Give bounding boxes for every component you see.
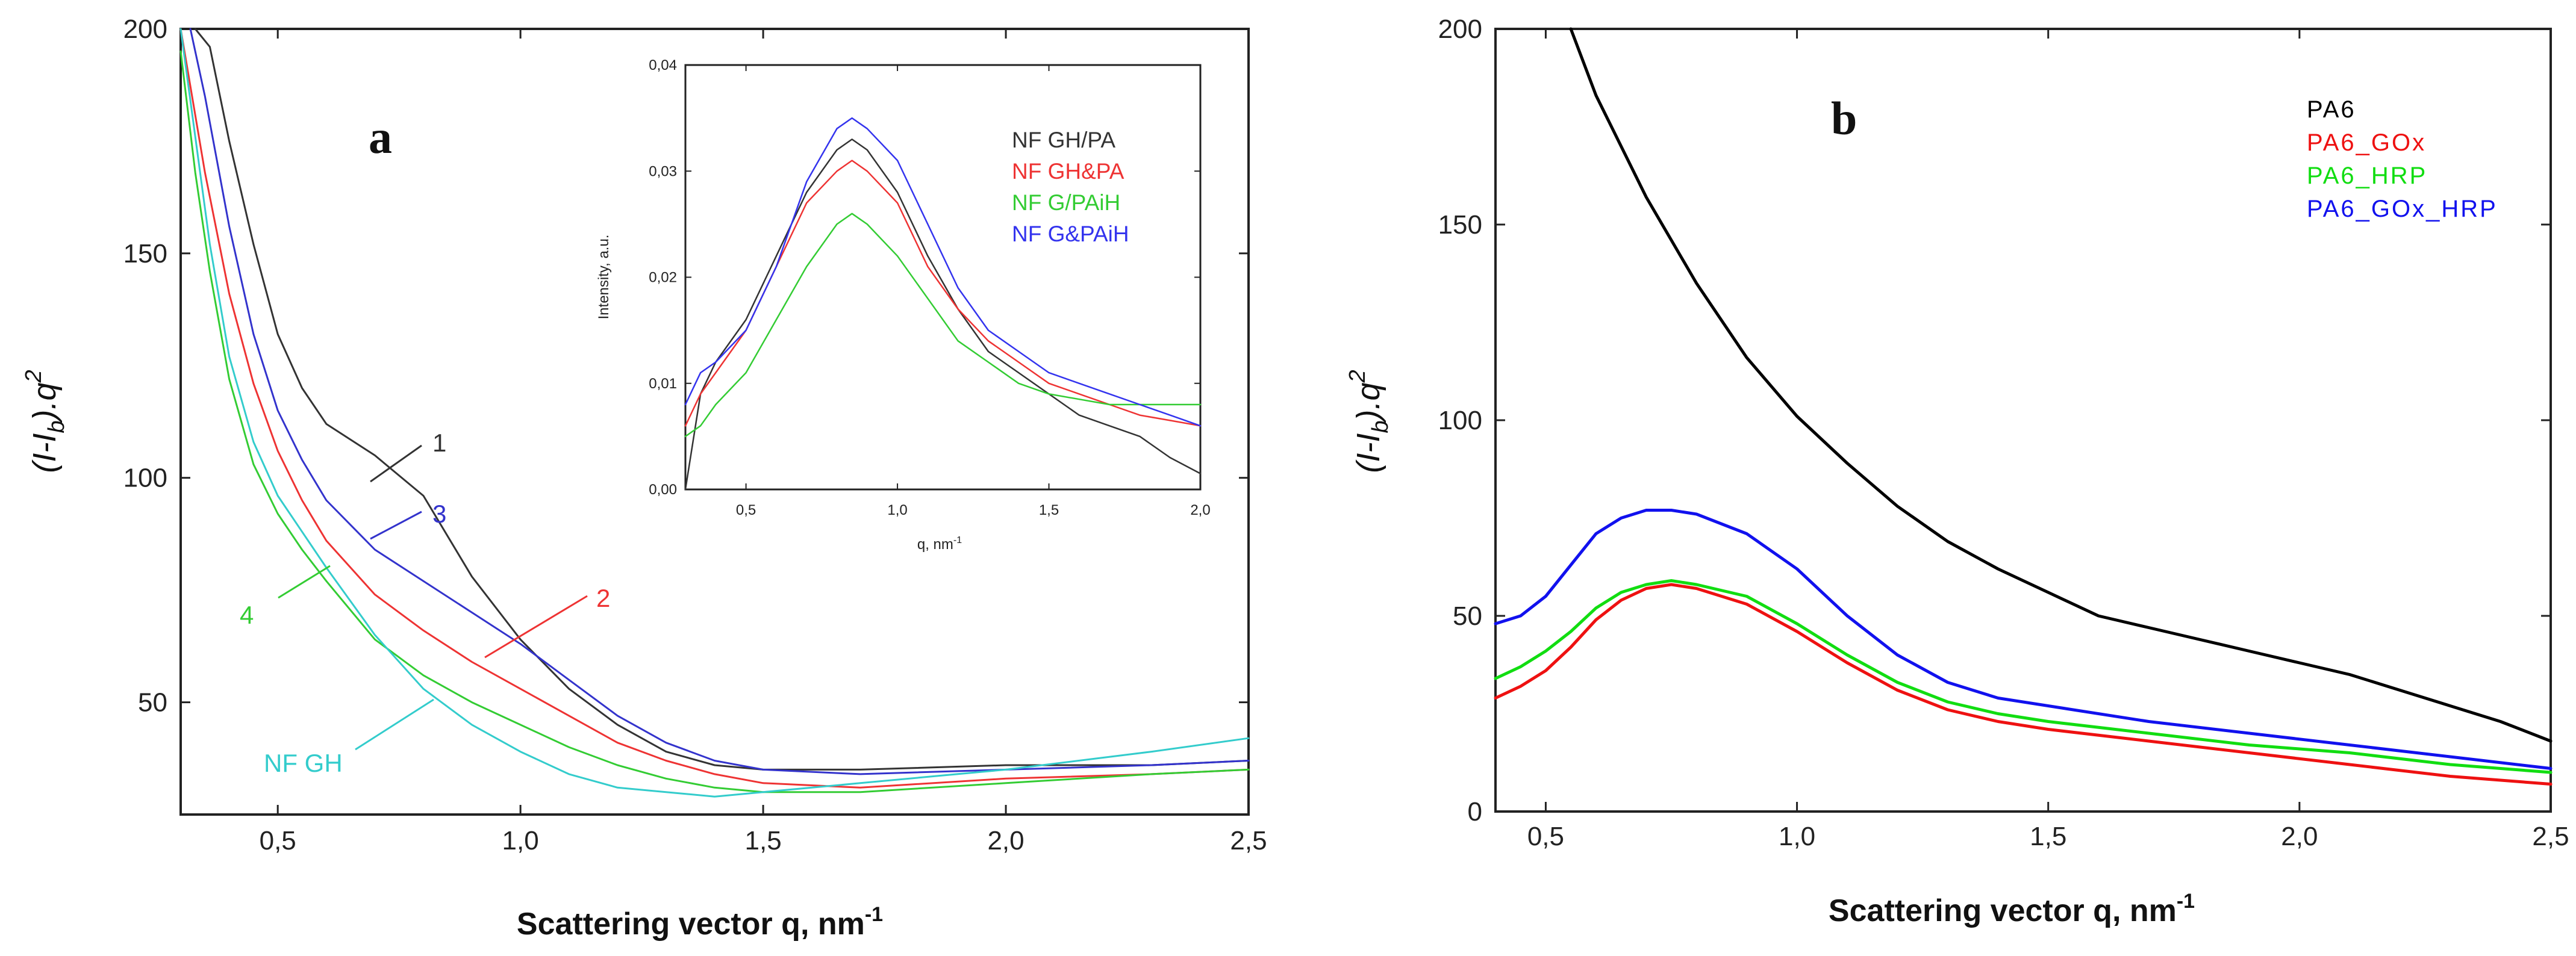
panel-a-series-nf-gh <box>179 28 1250 798</box>
panel-b-legend: PA6 PA6_GOx PA6_HRP PA6_GOx_HRP <box>2307 96 2498 222</box>
panel-b-x-tick-label-3: 2,0 <box>2281 822 2318 851</box>
inset-series-nf-g-paih <box>684 117 1202 427</box>
inset-x-tick-label-3: 2,0 <box>1190 502 1210 518</box>
panel-b-y-tick-label-2: 100 <box>1438 406 1482 435</box>
curve-nfgh-pointer <box>355 698 434 751</box>
panel-a-y-axis-label: (I-Ib).q2 <box>21 370 69 473</box>
panel-b-y-axis-label: (I-Ib).q2 <box>1345 370 1393 473</box>
curve-3-pointer <box>370 511 422 540</box>
panel-a-series-2 <box>179 28 1250 789</box>
panel-b-legend-entry-pa6-gox: PA6_GOx <box>2307 129 2426 156</box>
inset-legend-entry-nf-g-paih: NF G/PAiH <box>1012 190 1120 215</box>
curve-label-2: 2 <box>596 584 610 612</box>
panel-b-y-tick-label-3: 150 <box>1438 210 1482 240</box>
panel-a-letter: a <box>369 111 392 163</box>
inset-legend-entry-nf-gh-pa: NF GH&PA <box>1012 159 1124 184</box>
panel-b-letter: b <box>1831 92 1857 144</box>
panel-a-y-tick-label-1: 100 <box>123 464 167 493</box>
inset-series-nf-gh-pa <box>684 138 1202 491</box>
curve-1-pointer <box>370 444 422 483</box>
inset-x-ticks: 0,5 1,0 1,5 2,0 <box>736 65 1211 518</box>
panel-b-y-tick-label-1: 50 <box>1453 601 1482 631</box>
panel-b: 0,5 1,0 1,5 2,0 2,5 0 50 100 150 200 b PA6 PA6_GO… <box>1345 14 2569 928</box>
inset-y-ticks: 0,00 0,01 0,02 0,03 0,04 <box>649 57 1200 498</box>
panel-b-legend-entry-pa6: PA6 <box>2307 96 2356 123</box>
panel-b-x-tick-label-0: 0,5 <box>1527 822 1564 851</box>
panel-a-inset: 0,5 1,0 1,5 2,0 0,00 0,01 0,02 0,03 0,04 q, nm-… <box>596 57 1211 553</box>
inset-background <box>681 60 1202 494</box>
inset-x-tick-label-2: 1,5 <box>1039 502 1059 518</box>
panel-a-series-4 <box>179 50 1250 793</box>
panel-b-x-tick-label-4: 2,5 <box>2532 822 2569 851</box>
panel-a-y-ticks: 50 100 150 200 <box>123 14 1249 718</box>
panel-a-series-1 <box>194 28 1250 771</box>
inset-x-axis-label: q, nm-1 <box>917 535 962 553</box>
inset-series-nf-g-paih <box>684 213 1202 438</box>
inset-x-tick-label-0: 0,5 <box>736 502 756 518</box>
inset-y-tick-label-3: 0,03 <box>649 163 677 179</box>
panel-b-x-tick-label-2: 1,5 <box>2030 822 2066 851</box>
curve-label-4: 4 <box>240 601 254 629</box>
panel-a-frame <box>179 28 1250 816</box>
panel-a-x-axis-label: Scattering vector q, nm-1 <box>517 903 883 942</box>
inset-y-axis-label: Intensity, a.u. <box>596 235 612 320</box>
panel-a-x-tick-label-1: 1,0 <box>502 826 539 855</box>
panel-a-series-3 <box>189 28 1250 775</box>
panel-b-y-ticks: 0 50 100 150 200 <box>1438 14 2551 827</box>
panel-b-series-pa6 <box>1569 27 2553 743</box>
inset-y-tick-label-2: 0,02 <box>649 270 677 286</box>
panel-a-y-tick-label-2: 150 <box>123 239 167 268</box>
panel-a-y-tick-label-3: 200 <box>123 14 167 44</box>
curve-label-nf-gh: NF GH <box>264 749 343 777</box>
panel-b-x-ticks: 0,5 1,0 1,5 2,0 2,5 <box>1527 29 2569 851</box>
curve-label-3: 3 <box>432 500 446 528</box>
panel-b-series-pa6-hrp <box>1494 579 2553 774</box>
panel-a-x-tick-label-4: 2,5 <box>1230 826 1267 855</box>
panel-b-x-tick-label-1: 1,0 <box>1779 822 1815 851</box>
curve-4-pointer <box>278 565 331 599</box>
panel-a-curves <box>179 28 1250 798</box>
panel-b-curves <box>1494 27 2553 786</box>
inset-curves <box>684 117 1202 491</box>
panel-a-x-ticks: 0,5 1,0 1,5 2,0 2,5 <box>260 29 1267 855</box>
inset-legend-entry-nf-g-paih: NF G&PAiH <box>1012 222 1129 246</box>
inset-legend-entry-nf-gh-pa: NF GH/PA <box>1012 128 1115 152</box>
curve-label-1: 1 <box>432 429 446 457</box>
panel-b-y-tick-label-0: 0 <box>1468 797 1482 827</box>
panel-b-series-pa6-gox-hrp <box>1494 509 2553 770</box>
panel-a: 0,5 1,0 1,5 2,0 2,5 50 100 150 200 a 1 3 2 4 NF… <box>21 14 1267 942</box>
panel-b-y-tick-label-4: 200 <box>1438 14 1482 44</box>
curve-2-pointer <box>484 595 588 659</box>
panel-b-x-axis-label: Scattering vector q, nm-1 <box>1829 890 2195 928</box>
inset-y-tick-label-0: 0,00 <box>649 482 677 498</box>
panel-b-legend-entry-pa6-hrp: PA6_HRP <box>2307 163 2427 189</box>
panel-a-x-tick-label-3: 2,0 <box>987 826 1024 855</box>
inset-legend: NF GH/PA NF GH&PA NF G/PAiH NF G&PAiH <box>1012 128 1129 246</box>
panel-a-curve-annotations: 1 3 2 4 NF GH <box>240 429 610 777</box>
inset-y-tick-label-4: 0,04 <box>649 57 677 73</box>
inset-y-tick-label-1: 0,01 <box>649 376 677 392</box>
inset-x-tick-label-1: 1,0 <box>887 502 907 518</box>
panel-a-x-tick-label-0: 0,5 <box>260 826 296 855</box>
panel-a-y-tick-label-0: 50 <box>138 688 167 718</box>
panel-b-legend-entry-pa6-gox-hrp: PA6_GOx_HRP <box>2307 196 2498 222</box>
panel-b-series-pa6-gox <box>1494 583 2553 786</box>
panel-a-x-tick-label-2: 1,5 <box>745 826 782 855</box>
